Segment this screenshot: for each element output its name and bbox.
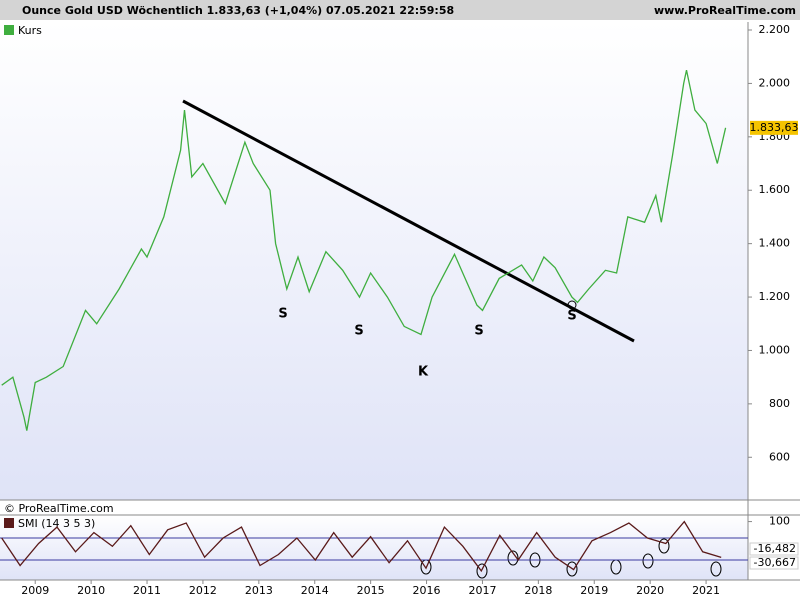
x-tick-label: 2009 [21, 584, 49, 597]
value-tag [749, 556, 799, 570]
legend-label: SMI (14 3 5 3) [18, 517, 95, 530]
x-tick-label: 2010 [77, 584, 105, 597]
x-tick-label: 2011 [133, 584, 161, 597]
source: www.ProRealTime.com [654, 4, 796, 17]
y-tick-label: 1.400 [759, 237, 791, 250]
y-tick-label: 100 [769, 515, 790, 528]
price-tag [750, 120, 798, 135]
x-tick-label: 2019 [580, 584, 608, 597]
oval [476, 563, 488, 579]
y-tick-label: 2.000 [759, 76, 791, 89]
annotation: K [418, 365, 429, 380]
x-tick-label: 2020 [636, 584, 664, 597]
series-line [1, 520, 722, 573]
y-tick-label: 1.000 [759, 343, 791, 356]
value-tag-label: -16,482 [754, 542, 796, 555]
x-tick-label: 2016 [413, 584, 441, 597]
legend-swatch [4, 518, 14, 528]
legend-label: Kurs [18, 24, 42, 37]
x-tick-label: 2015 [357, 584, 385, 597]
x-tick-label: 2012 [189, 584, 217, 597]
y-tick-label: 1.600 [759, 183, 791, 196]
y-tick-label: 800 [769, 397, 790, 410]
oval [710, 561, 722, 577]
x-tick-label: 2014 [301, 584, 329, 597]
x-tick-label: 2017 [468, 584, 496, 597]
value-tag [749, 542, 799, 556]
price-panel [0, 22, 748, 500]
header-bar [0, 0, 800, 20]
y-tick-label: 600 [769, 450, 790, 463]
oval [658, 538, 670, 554]
annotation: S [567, 309, 576, 324]
x-tick-label: 2018 [524, 584, 552, 597]
legend-swatch [4, 25, 14, 35]
chart-title: Ounce Gold USD Wöchentlich 1.833,63 (+1,… [22, 4, 454, 17]
x-tick-label: 2021 [692, 584, 720, 597]
series-line [1, 69, 727, 431]
value-tag-label: -30,667 [754, 556, 796, 569]
y-tick-label: 2.200 [759, 23, 791, 36]
oval [642, 553, 654, 569]
touch-marker [567, 300, 577, 310]
annotation: S [278, 307, 287, 322]
y-tick-label: 1.200 [759, 290, 791, 303]
trend-line [182, 99, 635, 343]
price-tag-label: 1.833,63 [750, 121, 799, 134]
smi-panel [0, 515, 748, 580]
oval [507, 550, 519, 566]
oval [566, 561, 578, 577]
annotation: S [354, 324, 363, 339]
watermark: © ProRealTime.com [4, 502, 114, 515]
annotation: S [474, 324, 483, 339]
x-tick-label: 2013 [245, 584, 273, 597]
